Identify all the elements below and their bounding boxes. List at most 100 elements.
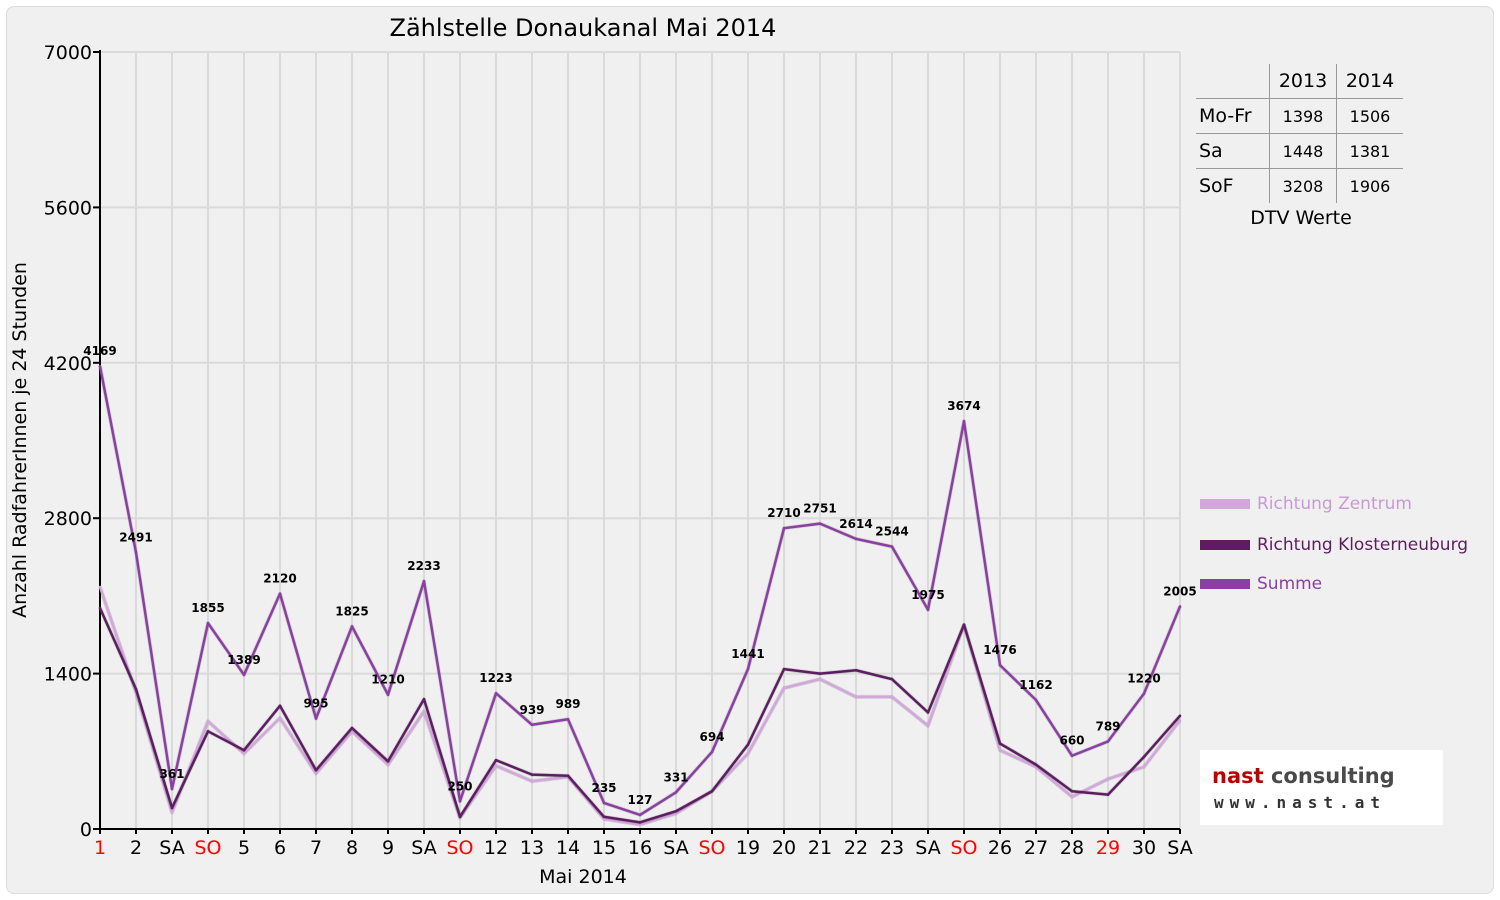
data-label: 1476 bbox=[983, 643, 1016, 657]
data-point bbox=[1142, 765, 1146, 769]
x-tick-label: 19 bbox=[736, 837, 760, 859]
data-point bbox=[170, 787, 174, 791]
data-point bbox=[1106, 777, 1110, 781]
data-point bbox=[1034, 698, 1038, 702]
data-label: 1210 bbox=[371, 673, 404, 687]
data-point bbox=[638, 823, 642, 826]
x-tick-label: 8 bbox=[346, 837, 358, 859]
data-point bbox=[566, 774, 570, 778]
x-tick-label: 28 bbox=[1060, 837, 1084, 859]
y-tick-label: 4200 bbox=[44, 353, 92, 375]
data-point bbox=[170, 811, 174, 814]
data-label: 939 bbox=[519, 703, 544, 717]
data-point bbox=[1142, 755, 1146, 759]
x-tick-label: SO bbox=[194, 837, 221, 859]
x-tick-label: SA bbox=[663, 837, 688, 859]
data-point bbox=[566, 717, 570, 721]
data-point bbox=[134, 687, 138, 691]
data-label: 694 bbox=[699, 730, 724, 744]
legend-label: Richtung Zentrum bbox=[1257, 494, 1412, 514]
y-tick-label: 0 bbox=[80, 819, 92, 841]
dtv-cell: 1448 bbox=[1269, 133, 1337, 169]
data-label: 2710 bbox=[767, 506, 800, 520]
data-point bbox=[206, 621, 210, 625]
data-point bbox=[314, 772, 318, 775]
data-point bbox=[494, 764, 498, 768]
data-label: 2544 bbox=[875, 525, 908, 539]
x-tick-label: 9 bbox=[382, 837, 394, 859]
data-label: 1855 bbox=[191, 601, 224, 615]
data-label: 235 bbox=[591, 781, 616, 795]
data-point bbox=[746, 752, 750, 755]
data-label: 989 bbox=[555, 697, 580, 711]
data-point bbox=[350, 625, 354, 628]
data-point bbox=[242, 748, 246, 752]
dtv-cell: 1906 bbox=[1336, 168, 1403, 203]
data-point bbox=[782, 686, 786, 690]
x-tick-label: SA bbox=[159, 837, 184, 859]
legend-item-summe[interactable]: Summe bbox=[1200, 574, 1322, 594]
data-point bbox=[638, 813, 642, 817]
data-point bbox=[242, 752, 246, 755]
legend-item-zentrum[interactable]: Richtung Zentrum bbox=[1200, 494, 1412, 514]
dtv-cell: 1381 bbox=[1336, 133, 1403, 169]
data-label: 1975 bbox=[911, 588, 944, 602]
data-point bbox=[1106, 793, 1110, 796]
y-tick-label: 2800 bbox=[44, 508, 92, 530]
data-point bbox=[170, 806, 174, 810]
data-point bbox=[494, 758, 498, 762]
data-point bbox=[422, 579, 426, 583]
x-tick-label: 6 bbox=[274, 837, 286, 859]
x-tick-label: SO bbox=[950, 837, 977, 859]
dtv-caption: DTV Werte bbox=[1250, 207, 1352, 229]
data-point bbox=[962, 419, 966, 423]
data-label: 1220 bbox=[1127, 672, 1160, 686]
x-tick-label: SO bbox=[698, 837, 725, 859]
data-point bbox=[1178, 605, 1182, 608]
legend-label: Richtung Klosterneuburg bbox=[1257, 535, 1469, 555]
data-point bbox=[854, 537, 858, 541]
data-point bbox=[890, 677, 894, 681]
legend-swatch bbox=[1200, 499, 1250, 509]
data-label: 127 bbox=[627, 793, 652, 807]
x-tick-label: 22 bbox=[844, 837, 868, 859]
data-label: 995 bbox=[303, 697, 328, 711]
data-point bbox=[674, 809, 678, 813]
dtv-cell: 3208 bbox=[1269, 168, 1337, 203]
data-point bbox=[1178, 714, 1182, 718]
data-point bbox=[926, 711, 930, 714]
data-point bbox=[386, 763, 390, 766]
dtv-row-label: SoF bbox=[1196, 168, 1270, 203]
data-point bbox=[818, 672, 822, 675]
x-tick-label: 26 bbox=[988, 837, 1012, 859]
y-axis-label: Anzahl RadfahrerInnen je 24 Stunden bbox=[9, 262, 31, 618]
x-tick-label: 15 bbox=[592, 837, 616, 859]
data-point bbox=[314, 717, 318, 720]
data-label: 660 bbox=[1059, 734, 1084, 748]
data-point bbox=[674, 790, 678, 794]
data-point bbox=[314, 768, 318, 772]
x-tick-label: 27 bbox=[1024, 837, 1048, 859]
legend-swatch bbox=[1200, 579, 1250, 589]
dtv-row-label: Sa bbox=[1196, 133, 1270, 169]
data-point bbox=[998, 663, 1002, 667]
data-point bbox=[890, 695, 894, 699]
data-label: 1389 bbox=[227, 653, 260, 667]
data-point bbox=[962, 623, 966, 627]
data-point bbox=[530, 773, 534, 776]
data-point bbox=[458, 815, 462, 819]
data-point bbox=[206, 730, 210, 733]
y-tick-label: 1400 bbox=[44, 664, 92, 686]
dtv-cell: 1506 bbox=[1336, 98, 1403, 134]
dtv-cell: 1398 bbox=[1269, 98, 1337, 134]
legend-item-klosterneuburg[interactable]: Richtung Klosterneuburg bbox=[1200, 535, 1468, 555]
data-point bbox=[422, 697, 426, 701]
x-tick-label: 2 bbox=[130, 837, 142, 859]
data-point bbox=[98, 585, 102, 589]
dtv-year-2014: 2014 bbox=[1336, 64, 1403, 99]
data-point bbox=[350, 726, 354, 730]
x-tick-label: 12 bbox=[484, 837, 508, 859]
x-tick-label: 20 bbox=[772, 837, 796, 859]
legend-swatch bbox=[1200, 540, 1250, 550]
data-point bbox=[818, 677, 822, 681]
